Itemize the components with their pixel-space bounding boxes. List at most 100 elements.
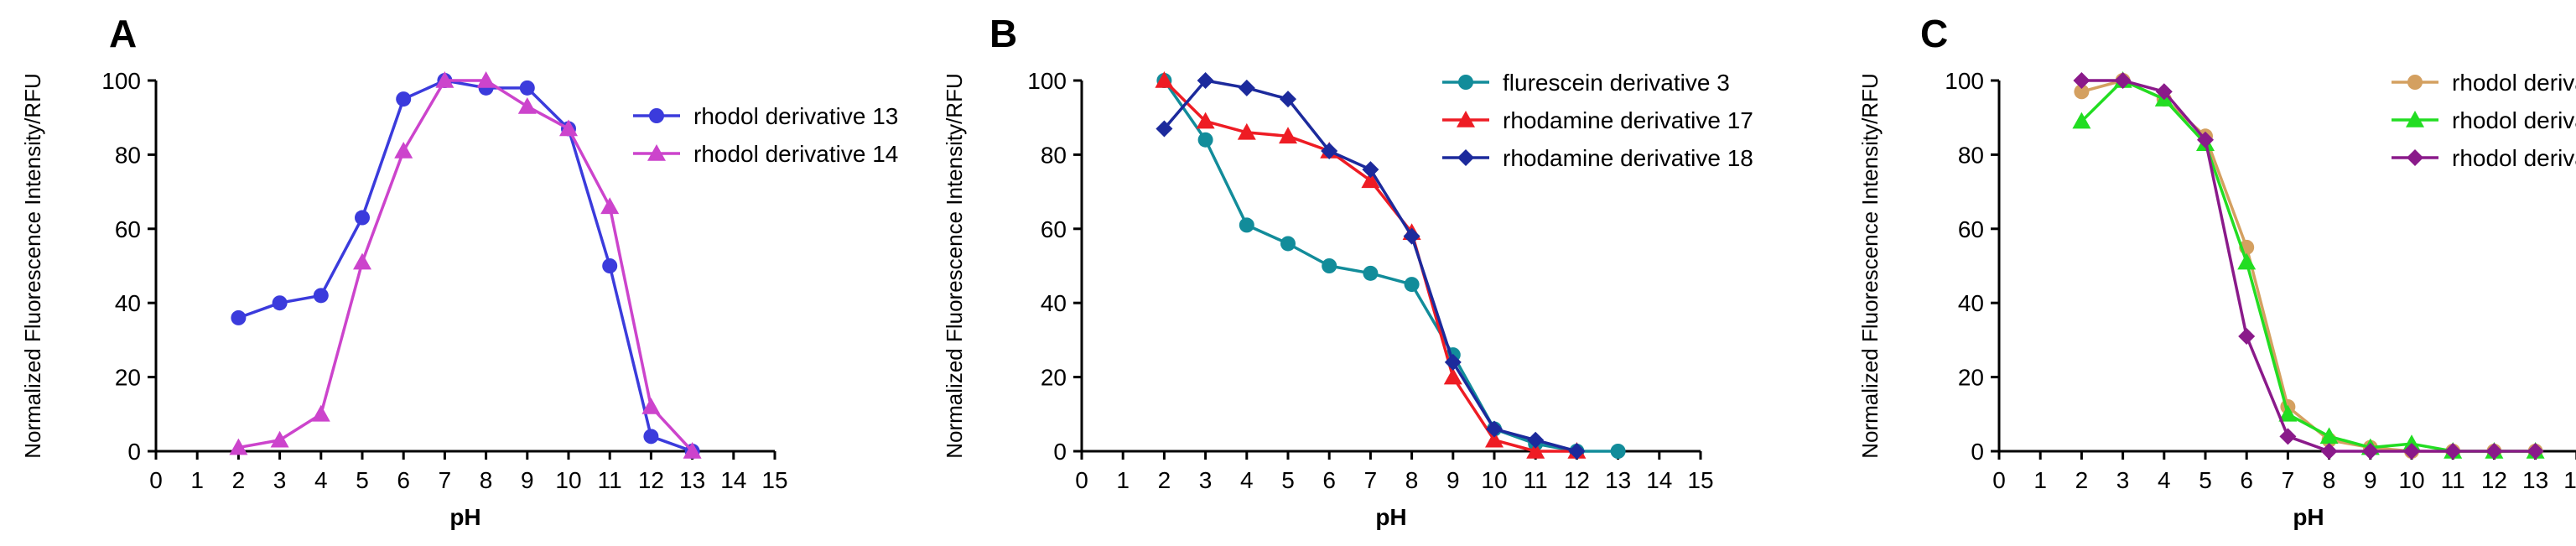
x-tick-label: 5 (2199, 467, 2212, 493)
data-point (1322, 258, 1337, 273)
x-tick-label: 12 (638, 467, 664, 493)
y-axis-label: Normalized Fluorescence Intensity/RFU (1857, 73, 1883, 459)
legend-marker (649, 108, 664, 123)
y-tick-label: 60 (115, 216, 141, 242)
data-point (2073, 72, 2090, 89)
data-point (270, 430, 289, 448)
data-point (1239, 217, 1254, 233)
y-tick-label: 0 (1053, 439, 1067, 465)
data-point (1321, 142, 1338, 159)
x-tick-label: 4 (2158, 467, 2171, 493)
data-point (2155, 83, 2173, 101)
y-tick-label: 100 (101, 68, 141, 94)
x-tick-label: 14 (2563, 467, 2576, 493)
data-point (683, 442, 702, 459)
data-point (600, 197, 620, 215)
x-tick-label: 3 (2116, 467, 2130, 493)
data-point (1197, 132, 1213, 148)
x-tick-label: 12 (1564, 467, 1590, 493)
data-point (2237, 252, 2257, 270)
y-tick-label: 40 (1041, 290, 1067, 316)
x-tick-label: 1 (1116, 467, 1130, 493)
x-tick-label: 2 (2075, 467, 2089, 493)
data-point (1155, 71, 1174, 88)
x-tick-label: 7 (2282, 467, 2295, 493)
data-point (1361, 171, 1380, 189)
legend-label: rhodol derivative 14 (693, 141, 898, 167)
data-point (2074, 84, 2090, 100)
series-2 (229, 71, 702, 459)
data-point (1526, 442, 1545, 459)
panel-label: A (109, 12, 137, 55)
data-point (231, 309, 247, 325)
data-point (2319, 427, 2339, 445)
y-tick-label: 80 (1041, 142, 1067, 168)
series-line (238, 79, 693, 453)
data-point (2278, 404, 2298, 422)
data-point (2403, 443, 2420, 460)
y-tick-label: 40 (115, 290, 141, 316)
y-tick-label: 0 (1971, 439, 1984, 465)
series-line (1162, 80, 1618, 453)
data-point (1238, 79, 1255, 96)
x-tick-label: 4 (1240, 467, 1254, 493)
data-point (643, 429, 659, 445)
legend-marker (647, 144, 666, 161)
data-point (2444, 443, 2462, 460)
data-point (1237, 122, 1256, 140)
legend-label: rhodol derivative 8 (2452, 107, 2576, 133)
y-tick-label: 40 (1958, 290, 1984, 316)
panel-label: C (1920, 12, 1948, 55)
legend-label: rhodol derivative 13 (693, 103, 898, 129)
data-point (2485, 443, 2503, 460)
x-tick-label: 7 (1364, 467, 1378, 493)
data-point (517, 96, 537, 114)
legend-label: rhodamine derivative 18 (1503, 145, 1753, 171)
x-axis-label: pH (1375, 504, 1406, 530)
data-point (2279, 428, 2297, 445)
series-3 (1156, 72, 1586, 460)
x-tick-label: 0 (149, 467, 163, 493)
legend-label: rhodol derivative 7 (2452, 70, 2576, 96)
data-point (1610, 444, 1626, 459)
data-point (1280, 236, 1296, 252)
data-point (559, 119, 578, 137)
data-point (355, 210, 370, 226)
y-tick-label: 20 (115, 365, 141, 391)
y-axis-label: Normalized Fluorescence Intensity/RFU (942, 73, 967, 459)
x-tick-label: 12 (2481, 467, 2507, 493)
x-tick-label: 13 (1605, 467, 1631, 493)
x-tick-label: 7 (439, 467, 452, 493)
x-tick-label: 0 (1075, 467, 1088, 493)
x-tick-label: 2 (1158, 467, 1171, 493)
y-tick-label: 20 (1958, 365, 1984, 391)
y-tick-label: 100 (1027, 68, 1067, 94)
data-point (353, 252, 371, 270)
data-point (229, 438, 248, 455)
data-point (1443, 367, 1462, 385)
series-3 (2073, 72, 2544, 460)
x-tick-label: 14 (1646, 467, 1672, 493)
data-point (1156, 120, 1173, 138)
x-axis-label: pH (2293, 504, 2324, 530)
data-point (435, 71, 454, 88)
x-tick-label: 3 (273, 467, 287, 493)
x-axis-label: pH (449, 504, 480, 530)
y-tick-label: 60 (1041, 216, 1067, 242)
x-tick-label: 2 (232, 467, 246, 493)
x-tick-label: 6 (2240, 467, 2253, 493)
x-tick-label: 10 (555, 467, 581, 493)
data-point (602, 258, 618, 273)
y-tick-label: 80 (1958, 142, 1984, 168)
data-point (394, 141, 413, 159)
data-point (2361, 443, 2379, 460)
data-point (476, 71, 496, 88)
panel-label: B (989, 12, 1017, 55)
x-tick-label: 9 (521, 467, 534, 493)
x-tick-label: 4 (314, 467, 328, 493)
data-point (1568, 443, 1586, 460)
series-line (237, 79, 693, 453)
data-point (311, 404, 330, 422)
